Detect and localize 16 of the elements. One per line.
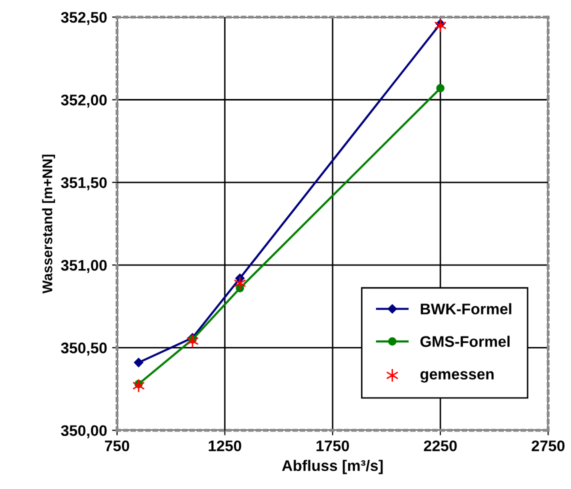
x-tick-label: 1750 — [316, 440, 349, 452]
y-tick-label: 351,00 — [60, 260, 107, 273]
x-tick-label: 1250 — [208, 440, 242, 452]
y-axis-title: Wasserstand [m+NN] — [42, 154, 56, 294]
legend-label: BWK-Formel — [420, 303, 512, 314]
x-tick-label: 750 — [104, 440, 130, 452]
x-tick-label: 2750 — [532, 440, 565, 452]
y-tick-label: 352,50 — [60, 12, 107, 26]
legend-label: gemessen — [420, 371, 494, 383]
y-tick-label: 352,00 — [60, 94, 107, 108]
x-axis-title: Abfluss [m³/s] — [282, 460, 383, 474]
legend-label: GMS-Formel — [420, 336, 510, 347]
y-tick-label: 350,50 — [60, 342, 107, 356]
y-tick-label: 351,50 — [60, 177, 107, 190]
y-tick-label: 350,00 — [60, 425, 107, 438]
x-tick-label: 2250 — [424, 440, 457, 452]
